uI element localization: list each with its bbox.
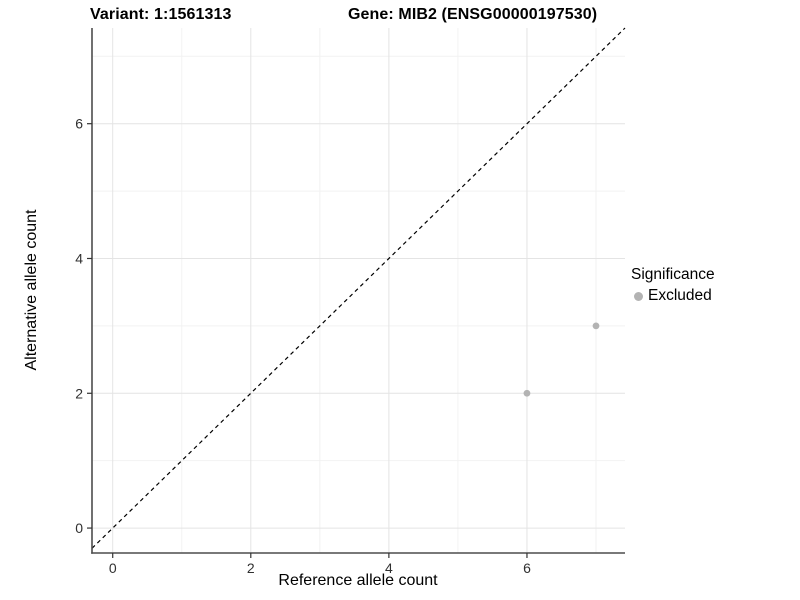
- legend-item-label: Excluded: [648, 287, 712, 304]
- x-tick-label: 4: [385, 560, 393, 576]
- legend-point-icon: [634, 291, 643, 301]
- y-tick-label: 6: [75, 116, 83, 132]
- identity-dashed-line: [91, 27, 626, 549]
- x-tick-label: 2: [247, 560, 255, 576]
- y-tick-label: 2: [75, 385, 83, 401]
- y-axis-title: Alternative allele count: [23, 209, 40, 371]
- legend-item-excluded: Excluded: [634, 287, 715, 305]
- y-tick-label: 0: [75, 520, 83, 536]
- x-tick-label: 6: [523, 560, 531, 576]
- data-point: [592, 322, 600, 330]
- y-tick-label: 4: [75, 250, 83, 266]
- data-point: [523, 389, 531, 397]
- plot-title-gene: Gene: MIB2 (ENSG00000197530): [348, 6, 598, 23]
- legend-title: Significance: [631, 266, 715, 283]
- x-axis-title: Reference allele count: [278, 572, 438, 589]
- legend: Significance Excluded: [631, 266, 715, 305]
- plot-title-variant: Variant: 1:1561313: [90, 6, 232, 23]
- x-tick-label: 0: [109, 560, 117, 576]
